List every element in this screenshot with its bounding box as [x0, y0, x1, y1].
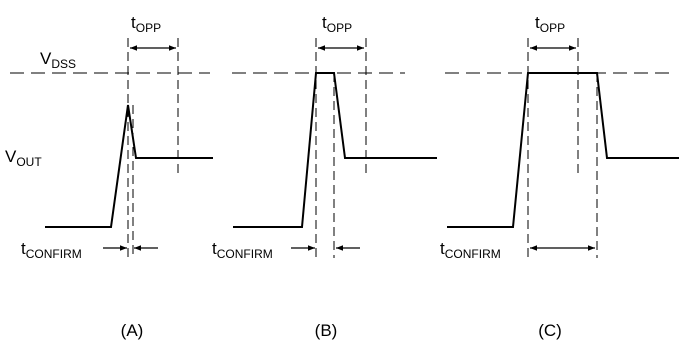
panel-a: tOPP tCONFIRM (A) [21, 13, 213, 340]
tconfirm-label: tCONFIRM [21, 239, 82, 261]
timing-guide-lines [527, 38, 598, 258]
panel-caption: (C) [538, 321, 562, 340]
panel-b: tOPP tCONFIRM (B) [212, 13, 437, 340]
vout-waveform [45, 104, 213, 228]
topp-label: tOPP [131, 13, 161, 35]
topp-label: tOPP [535, 13, 565, 35]
tconfirm-label: tCONFIRM [212, 239, 273, 261]
topp-label: tOPP [322, 13, 352, 35]
panel-c: tOPP tCONFIRM (C) [440, 13, 679, 340]
tconfirm-label: tCONFIRM [440, 239, 501, 261]
panel-caption: (A) [121, 321, 144, 340]
timing-guide-lines [315, 38, 367, 258]
vout-waveform [447, 72, 679, 228]
timing-guide-lines [127, 38, 179, 258]
vout-label: VOUT [5, 147, 42, 169]
vout-waveform [233, 72, 437, 228]
panel-caption: (B) [315, 321, 338, 340]
vdss-label: VDSS [40, 49, 76, 71]
